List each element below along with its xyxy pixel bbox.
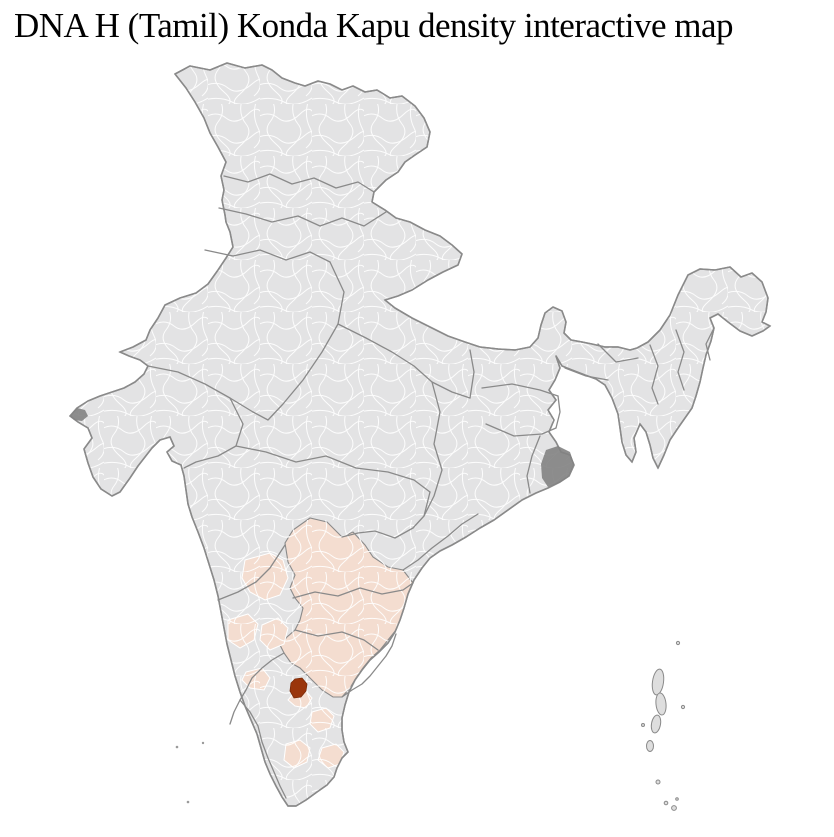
state-borders bbox=[147, 173, 715, 799]
page-title: DNA H (Tamil) Konda Kapu density interac… bbox=[14, 6, 734, 45]
andaman-nicobar-islands[interactable] bbox=[641, 640, 686, 811]
district-borders-overlay bbox=[70, 63, 770, 806]
kutch-marsh-patch bbox=[70, 408, 88, 421]
sundarbans-delta bbox=[541, 446, 574, 487]
coastline bbox=[69, 62, 771, 807]
lakshadweep-islands[interactable] bbox=[175, 741, 205, 804]
highlighted-district-max-density[interactable] bbox=[289, 677, 308, 699]
